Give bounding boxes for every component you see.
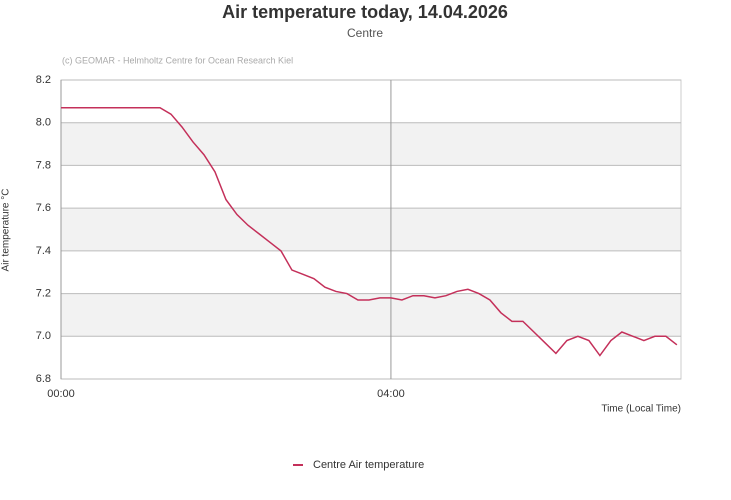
y-tick-label: 8.2	[36, 74, 51, 86]
legend: Centre Air temperature	[293, 459, 424, 471]
chart-subtitle: Centre	[347, 26, 383, 40]
legend-label: Centre Air temperature	[313, 459, 424, 471]
y-tick-label: 7.2	[36, 287, 51, 299]
y-tick-label: 7.8	[36, 159, 51, 171]
y-tick-label: 6.8	[36, 373, 51, 385]
x-tick-label: 04:00	[377, 388, 405, 400]
x-axis-label: Time (Local Time)	[601, 404, 681, 415]
plot-band	[61, 293, 681, 337]
plot-band	[61, 208, 681, 251]
y-tick-label: 8.0	[36, 117, 51, 129]
credit: (c) GEOMAR - Helmholtz Centre for Ocean …	[62, 55, 293, 65]
y-axis-label: Air temperature °C	[1, 189, 12, 272]
y-tick-label: 7.6	[36, 202, 51, 214]
x-tick-label: 00:00	[47, 388, 75, 400]
plot-band	[61, 122, 681, 166]
y-tick-label: 7.4	[36, 245, 51, 257]
chart-title: Air temperature today, 14.04.2026	[222, 2, 508, 22]
y-tick-label: 7.0	[36, 330, 51, 342]
line	[61, 107, 678, 357]
